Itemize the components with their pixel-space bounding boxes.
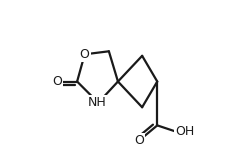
Text: OH: OH [175, 125, 195, 138]
Text: O: O [80, 48, 90, 61]
Text: NH: NH [88, 96, 107, 109]
Text: O: O [134, 134, 144, 147]
Text: O: O [53, 75, 62, 88]
